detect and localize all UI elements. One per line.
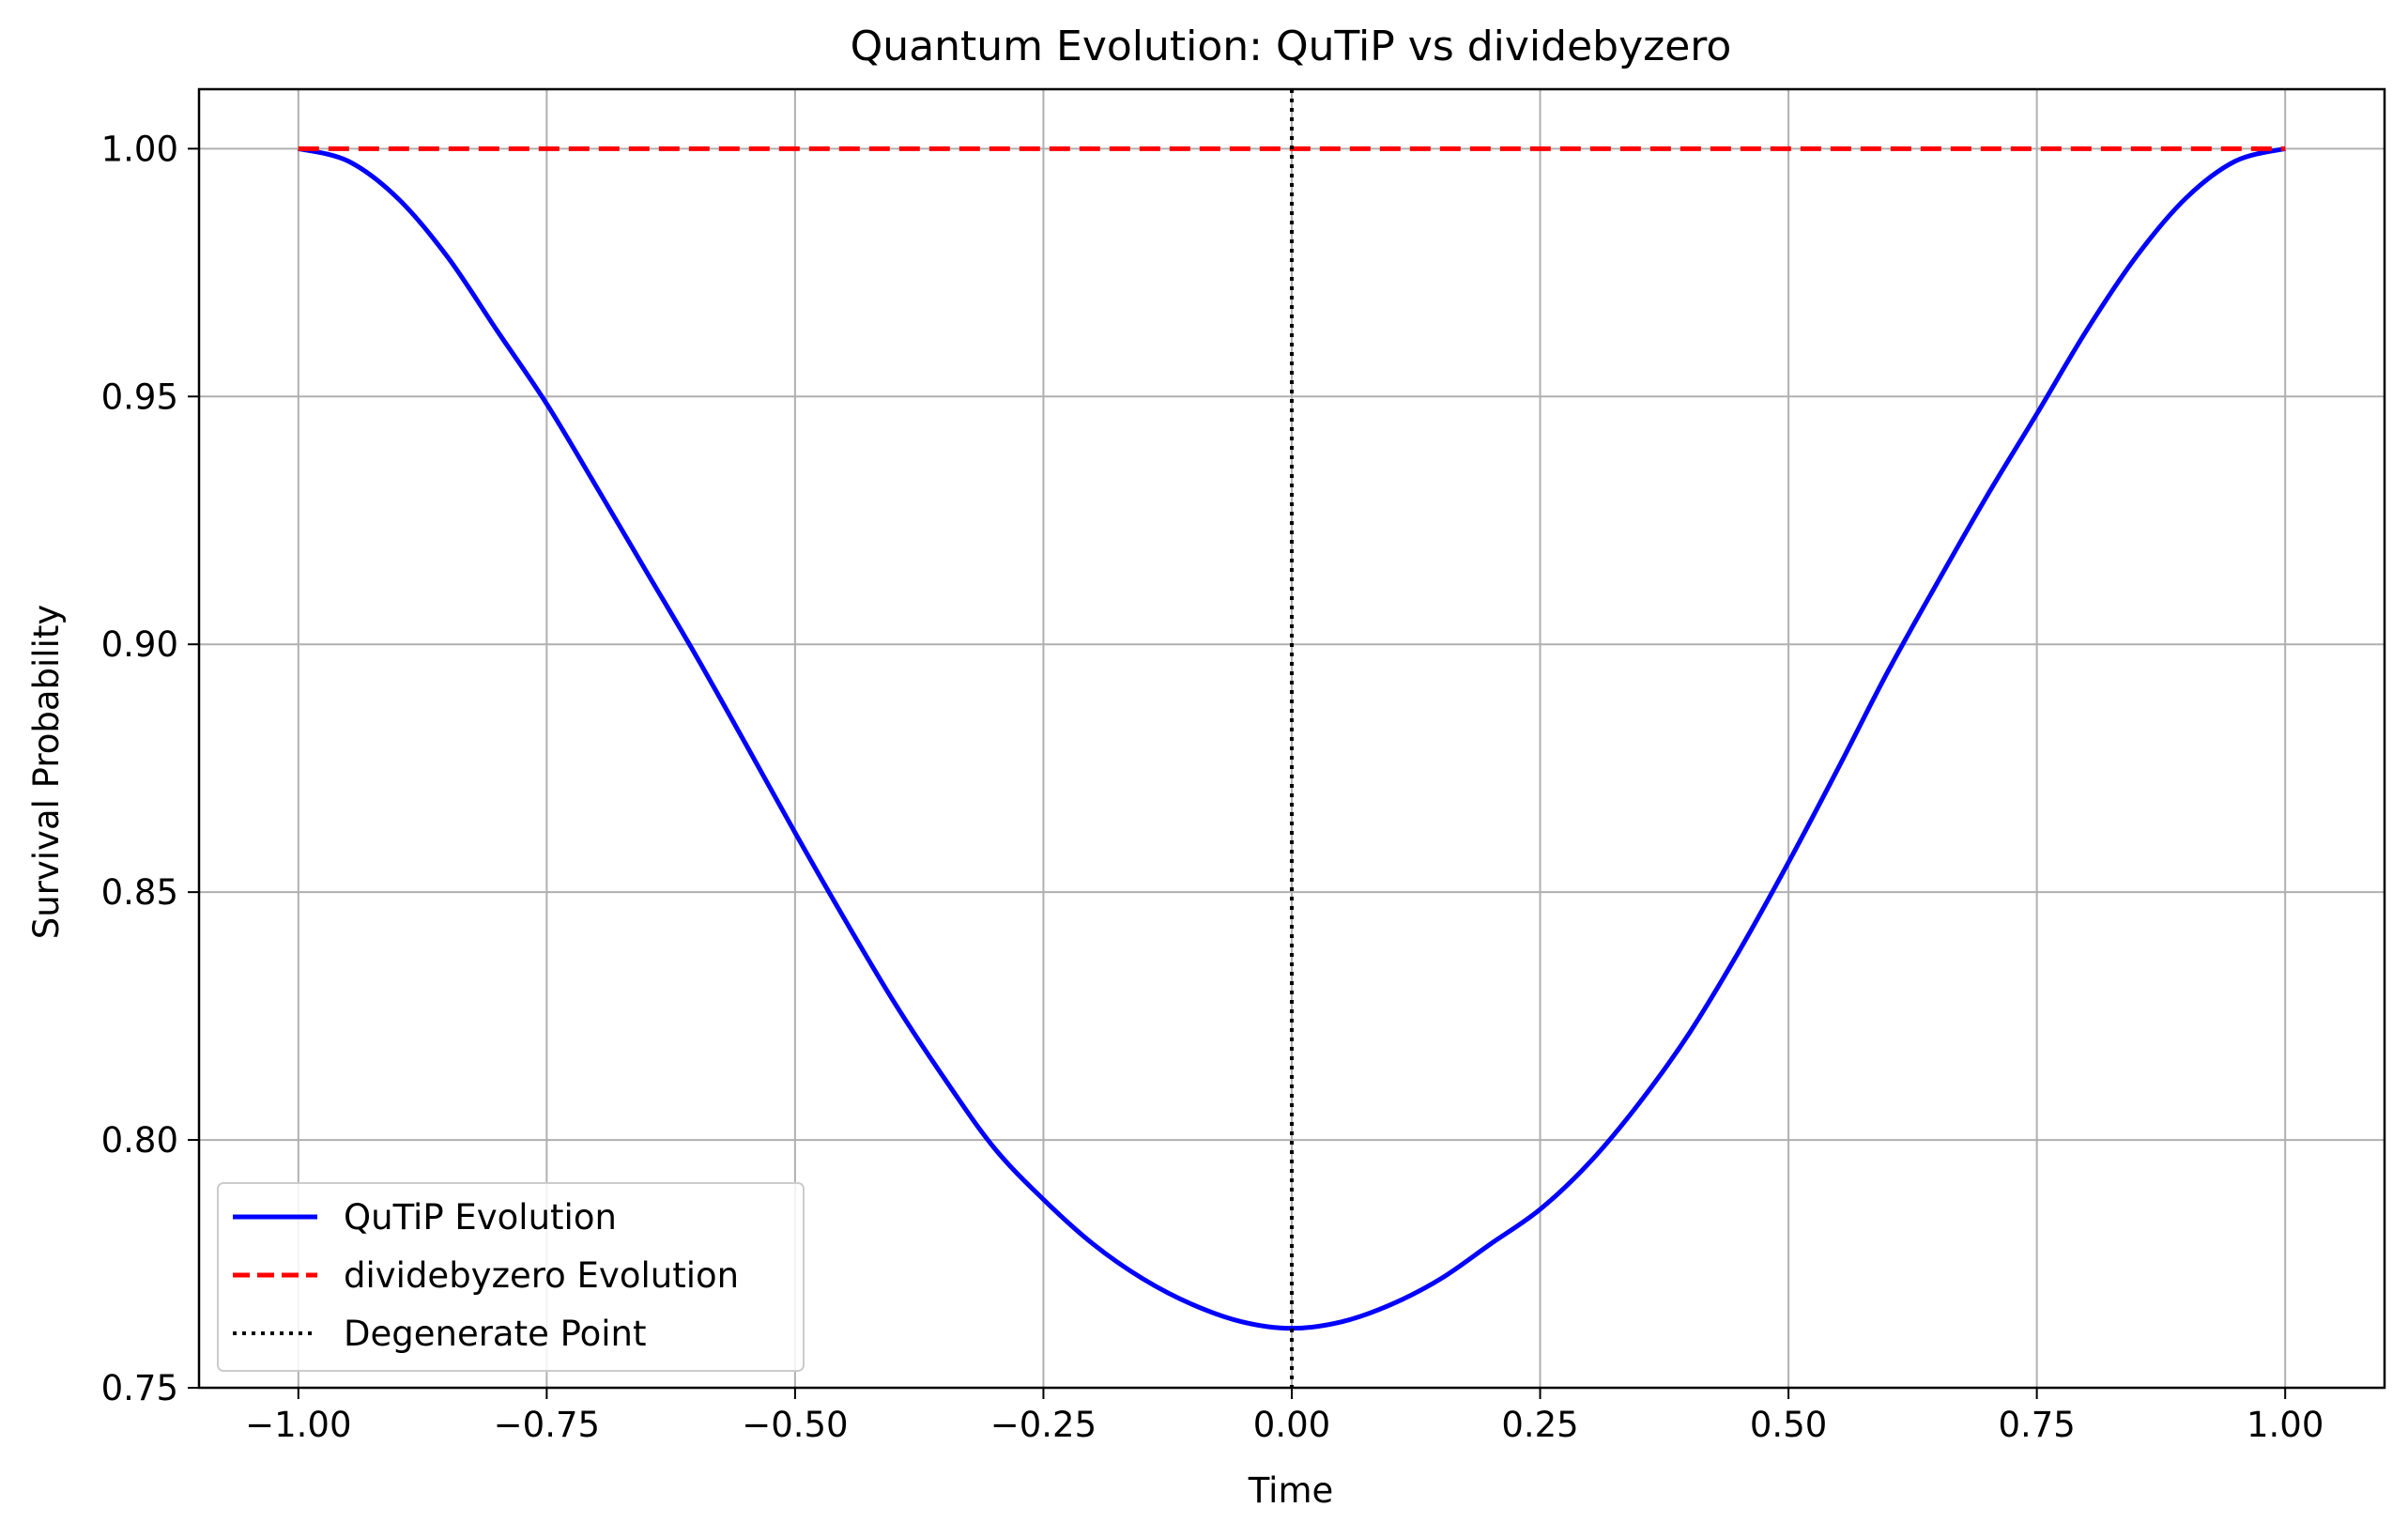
x-tick-label: 0.75 xyxy=(1998,1405,2075,1445)
x-axis-ticks: −1.00 −0.75 −0.50 −0.25 0.00 0.25 0.50 0.75 1.00 xyxy=(245,1388,2324,1445)
y-tick-label: 0.95 xyxy=(101,377,178,417)
x-tick-label: 0.50 xyxy=(1750,1405,1827,1445)
x-tick-label: −0.25 xyxy=(990,1405,1097,1445)
x-tick-label: 1.00 xyxy=(2247,1405,2324,1445)
legend-box xyxy=(217,1182,805,1372)
y-tick-label: 0.80 xyxy=(101,1120,178,1161)
chart-title: Quantum Evolution: QuTiP vs dividebyzero xyxy=(851,23,1732,70)
x-tick-label: 0.25 xyxy=(1501,1405,1578,1445)
legend-label-degenerate: Degenerate Point xyxy=(344,1314,647,1354)
y-tick-label: 0.85 xyxy=(101,872,178,913)
series-line-qutip xyxy=(298,146,2286,1331)
x-tick-label: −1.00 xyxy=(245,1405,351,1445)
plot-lines xyxy=(298,89,2286,1388)
x-tick-label: −0.50 xyxy=(742,1405,848,1445)
x-tick-label: −0.75 xyxy=(494,1405,600,1445)
x-axis-label: Time xyxy=(1248,1470,1334,1511)
y-axis-ticks: 0.75 0.80 0.85 0.90 0.95 1.00 xyxy=(101,129,199,1408)
y-axis-label: Survival Probability xyxy=(26,605,67,940)
y-tick-label: 0.75 xyxy=(101,1368,178,1408)
legend-label-dividebyzero: dividebyzero Evolution xyxy=(344,1255,739,1296)
x-tick-label: 0.00 xyxy=(1253,1405,1330,1445)
y-tick-label: 1.00 xyxy=(101,129,178,169)
legend-label-qutip: QuTiP Evolution xyxy=(344,1197,617,1238)
y-tick-label: 0.90 xyxy=(101,624,178,665)
legend: QuTiP Evolution dividebyzero Evolution D… xyxy=(217,1182,805,1372)
